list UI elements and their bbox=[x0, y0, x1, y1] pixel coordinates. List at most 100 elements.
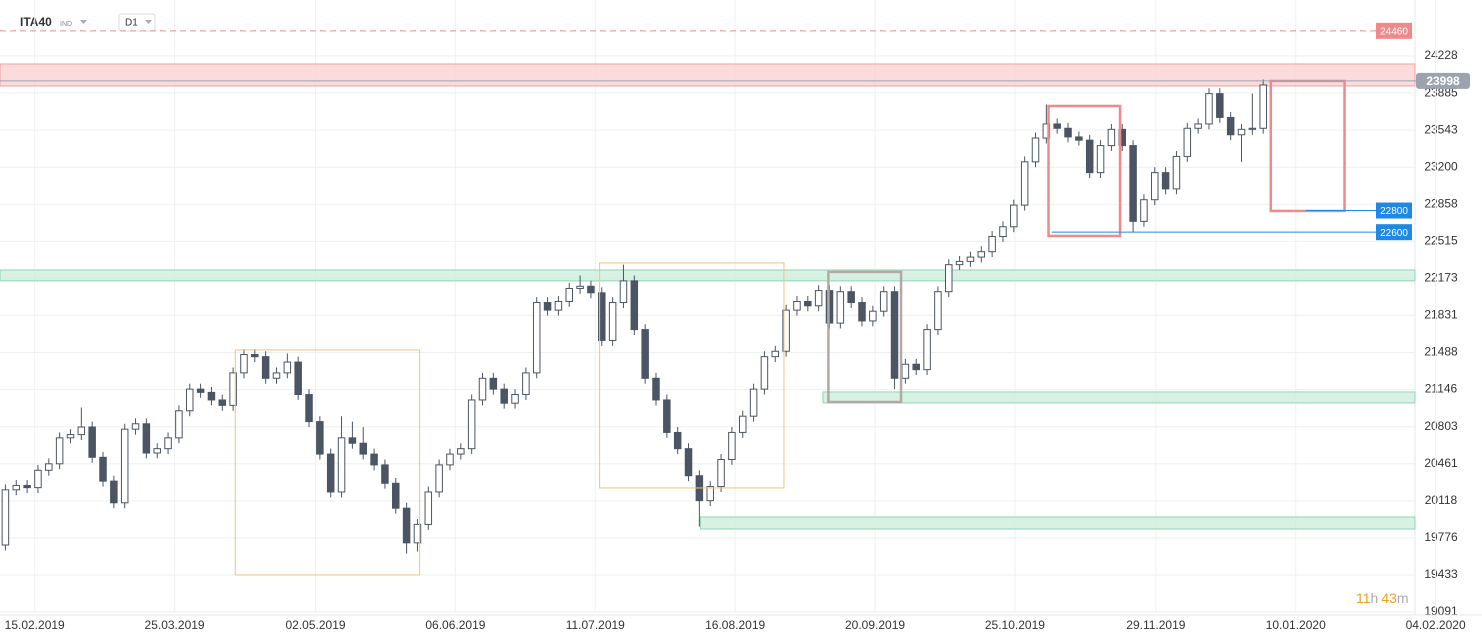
candle-body bbox=[402, 507, 411, 544]
candle-body bbox=[240, 353, 248, 374]
candle-body bbox=[717, 458, 725, 488]
candle-body bbox=[771, 350, 780, 358]
interval-box[interactable] bbox=[118, 13, 156, 32]
dropdown-arrow[interactable] bbox=[145, 20, 152, 24]
x-tick-label: 20.09.2019 bbox=[845, 618, 905, 632]
candle-body bbox=[511, 394, 519, 404]
candle-body bbox=[1140, 199, 1148, 222]
candle-body bbox=[836, 291, 845, 324]
dropdown-arrow[interactable] bbox=[80, 20, 87, 24]
timer-minutes: 43 bbox=[1381, 590, 1397, 606]
candle-body bbox=[326, 453, 335, 493]
y-tick-label: 22173 bbox=[1424, 271, 1458, 285]
interval[interactable]: D1 bbox=[125, 18, 138, 29]
x-tick-label: 25.03.2019 bbox=[145, 618, 205, 632]
candle-body bbox=[630, 280, 639, 331]
candle-body bbox=[218, 399, 227, 406]
y-tick-label: 20118 bbox=[1425, 493, 1458, 507]
candle-body bbox=[142, 423, 151, 454]
candle-body bbox=[1237, 128, 1246, 136]
price-label-box bbox=[1376, 22, 1412, 39]
candle-body bbox=[554, 300, 563, 311]
candle-body bbox=[424, 491, 433, 525]
y-tick-label: 20461 bbox=[1424, 456, 1458, 470]
candle-body bbox=[1020, 161, 1029, 206]
candle-body bbox=[988, 236, 996, 253]
candle-body bbox=[793, 300, 801, 311]
timer-hours: 11 bbox=[1356, 590, 1371, 606]
candle-body bbox=[66, 434, 75, 439]
candle-body bbox=[760, 356, 769, 390]
y-tick-label: 24228 bbox=[1424, 48, 1458, 62]
zone bbox=[0, 269, 1416, 282]
candle-body bbox=[728, 431, 736, 460]
candle-body bbox=[381, 464, 389, 484]
candle-body bbox=[261, 356, 270, 379]
candle-body bbox=[641, 329, 649, 379]
candle-body bbox=[478, 377, 487, 401]
candle-body bbox=[1075, 136, 1083, 141]
y-tick-label: 21146 bbox=[1425, 382, 1458, 396]
candle-body bbox=[337, 437, 346, 493]
candle-body bbox=[1085, 139, 1094, 174]
zone bbox=[0, 63, 1416, 87]
annotation-box bbox=[1047, 104, 1122, 238]
candle-body bbox=[890, 291, 899, 379]
symbol[interactable]: ITA40 bbox=[20, 15, 52, 29]
candle-body bbox=[587, 285, 595, 294]
timer-unit: h bbox=[1371, 590, 1379, 606]
candle-body bbox=[912, 363, 920, 371]
y-tick-label: 21831 bbox=[1424, 308, 1458, 322]
candle-body bbox=[673, 431, 682, 450]
candle-body bbox=[543, 302, 552, 311]
candle-body bbox=[1151, 172, 1159, 201]
price-label: 23998 bbox=[1426, 74, 1460, 88]
candle-body bbox=[608, 302, 617, 341]
candle-body bbox=[305, 394, 313, 423]
x-tick-label: 10.01.2020 bbox=[1266, 618, 1326, 632]
annotation-box bbox=[827, 270, 903, 404]
candle-body bbox=[1259, 84, 1267, 129]
candle-body bbox=[532, 302, 541, 374]
candle-body bbox=[869, 310, 877, 322]
candle-body bbox=[77, 426, 86, 436]
candle-body bbox=[966, 256, 975, 262]
candle-body bbox=[1205, 93, 1213, 125]
candle-body bbox=[738, 415, 747, 433]
y-tick-label: 22515 bbox=[1424, 234, 1458, 248]
candle-body bbox=[1129, 145, 1137, 222]
candle-body bbox=[120, 428, 129, 504]
y-tick-label: 23200 bbox=[1424, 159, 1458, 173]
annotation-box bbox=[1269, 79, 1346, 213]
zone bbox=[699, 516, 1416, 530]
candle-body bbox=[175, 410, 183, 439]
annotation-box bbox=[234, 349, 421, 576]
candle-body bbox=[316, 421, 324, 455]
candle-body bbox=[814, 290, 823, 307]
candle-body bbox=[847, 291, 855, 304]
candle-body bbox=[229, 372, 237, 406]
candle-body bbox=[110, 480, 118, 504]
candle-body bbox=[392, 482, 400, 509]
y-tick-label: 19433 bbox=[1424, 567, 1458, 581]
candle-body bbox=[153, 448, 161, 454]
price-label-box bbox=[1376, 202, 1412, 219]
candle-body bbox=[55, 437, 64, 465]
candle-body bbox=[923, 329, 931, 371]
candle-body bbox=[1064, 127, 1072, 138]
candle-body bbox=[1172, 155, 1181, 190]
candle-body bbox=[652, 377, 660, 401]
x-tick-label: 11.07.2019 bbox=[566, 618, 625, 632]
y-tick-label: 22858 bbox=[1424, 196, 1458, 210]
price-label: 22600 bbox=[1380, 228, 1408, 239]
candle-body bbox=[684, 448, 693, 477]
y-tick-label: 23543 bbox=[1424, 122, 1458, 136]
candle-body bbox=[359, 442, 367, 455]
candle-body bbox=[99, 456, 107, 482]
candle-body bbox=[251, 353, 259, 358]
candle-body bbox=[977, 251, 986, 258]
candle-body bbox=[185, 388, 194, 412]
candle-body bbox=[34, 469, 42, 489]
